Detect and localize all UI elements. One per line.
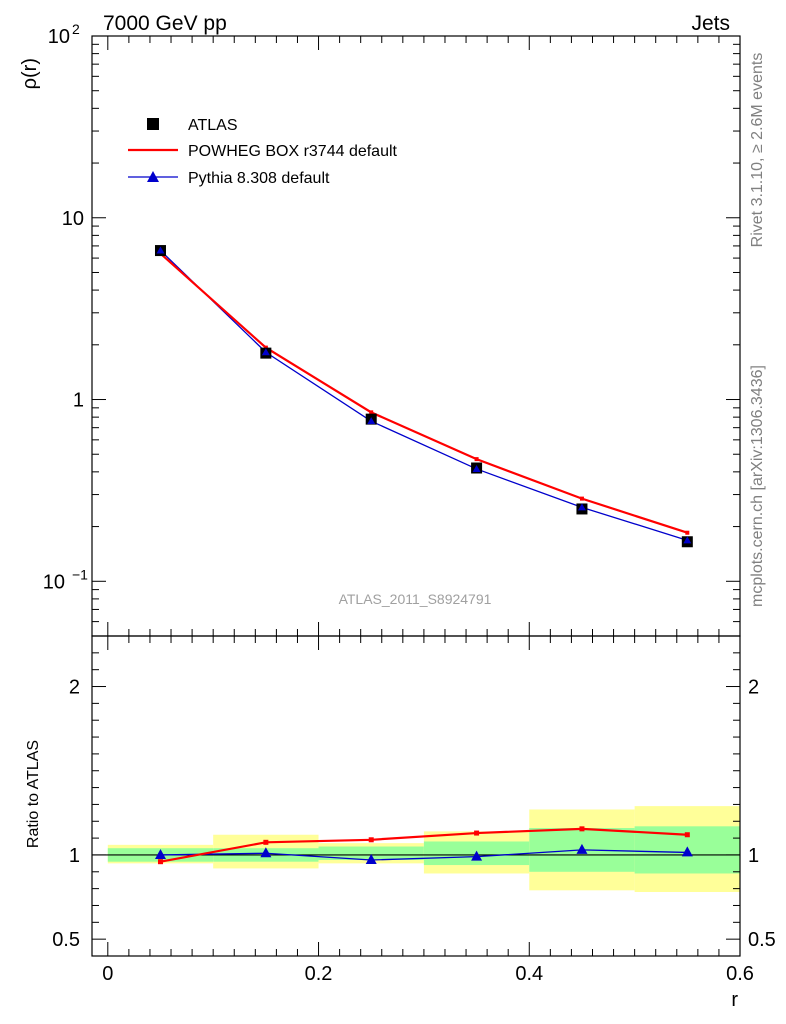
main-series xyxy=(154,245,693,548)
x-tick-label: 0.4 xyxy=(515,963,543,985)
ratio-uncertainty-bands xyxy=(107,806,740,892)
powheg-ratio-point xyxy=(474,830,480,836)
main-y-tick-label: 1 xyxy=(73,390,84,412)
legend-atlas-label: ATLAS xyxy=(188,117,238,134)
main-y-axis-label: ρ(r) xyxy=(19,58,41,89)
powheg-ratio-point xyxy=(263,839,269,845)
powheg-main-point xyxy=(369,410,374,415)
pythia-main-point xyxy=(472,464,481,472)
main-axis-ticks xyxy=(92,35,741,637)
pythia-main-point xyxy=(683,536,692,544)
powheg-ratio-point xyxy=(579,826,585,832)
pythia-ratio-point xyxy=(365,854,377,864)
powheg-ratio-point xyxy=(684,832,690,838)
main-y-tick-exponent: 2 xyxy=(72,21,80,37)
main-y-tick-label: 10 xyxy=(48,26,70,48)
ratio-y-tick-label: 1 xyxy=(69,845,80,867)
ratio-y-tick-label-right: 2 xyxy=(748,677,759,699)
ratio-band-inner xyxy=(318,846,424,860)
ratio-axis-ticks: 0.5 0.5 1 1 2 2 0 0.2 0.4 0.6 xyxy=(52,635,776,985)
ratio-y-tick-label: 2 xyxy=(69,677,80,699)
main-y-tick-exponent: −1 xyxy=(72,566,88,582)
pythia-ratio-point xyxy=(681,846,693,857)
pythia-main-line xyxy=(160,250,688,541)
pythia-main-point xyxy=(367,417,376,425)
x-tick-label: 0.6 xyxy=(726,963,754,985)
ratio-y-tick-label: 0.5 xyxy=(52,929,80,951)
header-right: Jets xyxy=(691,12,730,35)
powheg-main-point xyxy=(474,457,479,462)
analysis-watermark: ATLAS_2011_S8924791 xyxy=(339,591,492,607)
legend-pythia-marker xyxy=(147,171,159,182)
ratio-y-tick-label-right: 1 xyxy=(748,845,759,867)
ratio-frame xyxy=(91,635,741,957)
pythia-ratio-point xyxy=(260,847,272,858)
header-left: 7000 GeV pp xyxy=(103,12,227,35)
pythia-main-point xyxy=(261,348,270,356)
legend-atlas-marker xyxy=(147,118,159,130)
pythia-ratio-line xyxy=(160,849,688,861)
powheg-ratio-line xyxy=(160,827,688,863)
legend-pythia-label: Pythia 8.308 default xyxy=(188,170,330,187)
ratio-panel: 0.5 0.5 1 1 2 2 0 0.2 0.4 0.6 Ratio to ATLAS r xyxy=(25,635,776,1011)
main-y-tick-label: 10 xyxy=(43,571,65,593)
x-tick-label: 0 xyxy=(102,963,113,985)
powheg-main-point xyxy=(263,345,268,350)
mcplots-label: mcplots.cern.ch [arXiv:1306.3436] xyxy=(749,365,766,607)
ratio-y-axis-label: Ratio to ATLAS xyxy=(25,740,42,848)
pythia-ratio-point xyxy=(471,850,483,861)
ratio-y-tick-label-right: 0.5 xyxy=(748,929,776,951)
rivet-label: Rivet 3.1.10, ≥ 2.6M events xyxy=(749,53,766,248)
main-y-tick-label: 10 xyxy=(62,208,84,230)
legend-powheg-label: POWHEG BOX r3744 default xyxy=(188,143,398,160)
powheg-main-point xyxy=(685,530,690,535)
powheg-ratio-point xyxy=(368,837,374,843)
x-tick-label: 0.2 xyxy=(305,963,333,985)
pythia-ratio-point xyxy=(576,843,588,854)
pythia-ratio-point xyxy=(154,848,166,859)
pythia-main-point xyxy=(156,246,165,254)
legend: ATLAS POWHEG BOX r3744 default Pythia 8.… xyxy=(128,117,398,187)
powheg-ratio-point xyxy=(157,859,163,865)
pythia-main-point xyxy=(577,503,586,511)
ratio-series xyxy=(154,826,693,865)
powheg-main-line xyxy=(159,252,688,534)
x-axis-label: r xyxy=(731,989,738,1011)
powheg-main-point xyxy=(579,496,584,501)
